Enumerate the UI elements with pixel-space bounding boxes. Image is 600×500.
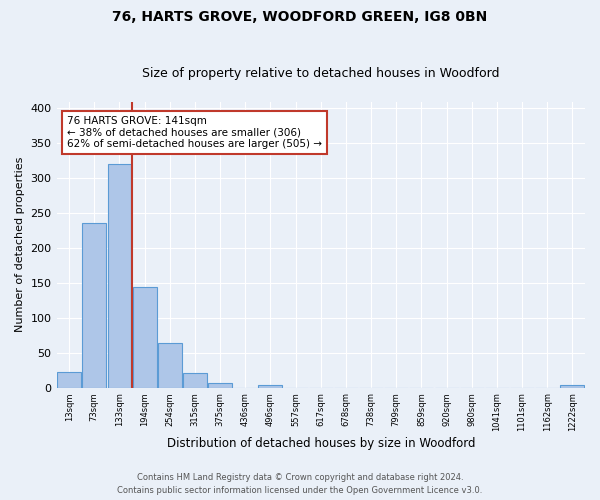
Bar xyxy=(259,386,283,388)
Bar xyxy=(560,386,584,388)
Bar xyxy=(158,343,182,388)
Bar xyxy=(57,372,81,388)
Text: 76 HARTS GROVE: 141sqm
← 38% of detached houses are smaller (306)
62% of semi-de: 76 HARTS GROVE: 141sqm ← 38% of detached… xyxy=(67,116,322,149)
Title: Size of property relative to detached houses in Woodford: Size of property relative to detached ho… xyxy=(142,66,500,80)
Bar xyxy=(183,373,207,388)
X-axis label: Distribution of detached houses by size in Woodford: Distribution of detached houses by size … xyxy=(167,437,475,450)
Bar xyxy=(208,382,232,388)
Bar xyxy=(133,287,157,388)
Bar xyxy=(82,223,106,388)
Text: Contains HM Land Registry data © Crown copyright and database right 2024.
Contai: Contains HM Land Registry data © Crown c… xyxy=(118,474,482,495)
Y-axis label: Number of detached properties: Number of detached properties xyxy=(15,157,25,332)
Text: 76, HARTS GROVE, WOODFORD GREEN, IG8 0BN: 76, HARTS GROVE, WOODFORD GREEN, IG8 0BN xyxy=(112,10,488,24)
Bar xyxy=(107,164,131,388)
